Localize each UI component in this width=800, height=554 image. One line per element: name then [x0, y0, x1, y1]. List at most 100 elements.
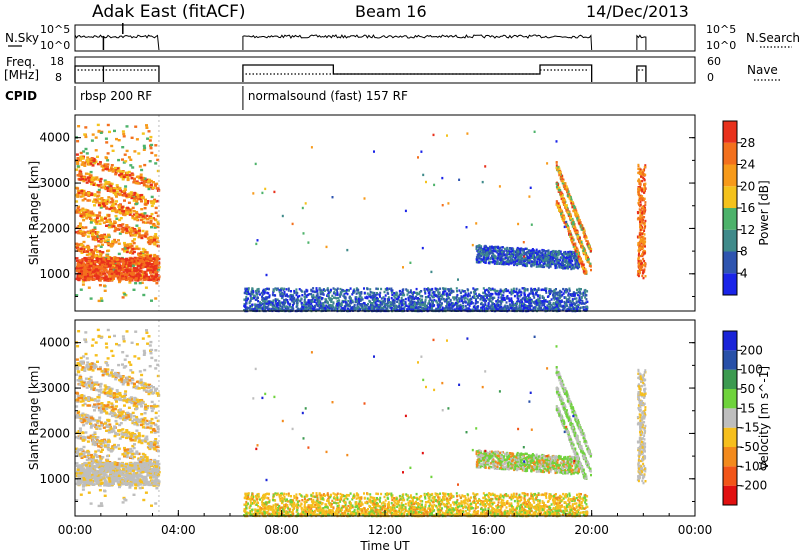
power-cell	[487, 291, 490, 294]
power-cell	[556, 292, 559, 296]
power-cell	[155, 237, 159, 240]
freq-panel: Freq. [MHz] 18 8 60 0 Nave	[4, 55, 780, 84]
power-cell	[274, 306, 277, 309]
power-cell	[107, 257, 111, 260]
power-cell	[348, 303, 351, 306]
power-cell	[537, 288, 540, 291]
power-cell	[339, 295, 342, 298]
power-cell	[138, 234, 142, 237]
power-cell	[450, 287, 453, 291]
power-cell	[530, 292, 533, 295]
power-cell	[106, 242, 110, 245]
power-cell	[156, 220, 160, 224]
power-cell	[122, 135, 126, 138]
power-cell	[496, 308, 499, 311]
power-cell	[546, 295, 549, 298]
power-cell	[79, 273, 83, 276]
power-cell	[427, 302, 430, 305]
power-cell	[105, 224, 108, 227]
power-cell	[83, 162, 87, 165]
power-cell	[481, 308, 484, 311]
power-cell	[446, 306, 449, 310]
power-cell	[471, 302, 474, 305]
power-cell	[143, 216, 147, 219]
power-cell	[573, 294, 576, 297]
power-cell	[295, 305, 298, 308]
power-cell	[513, 294, 516, 298]
power-cell	[110, 197, 114, 200]
power-cell	[118, 218, 122, 222]
power-cell	[391, 293, 394, 297]
power-cell	[108, 275, 112, 278]
power-cell	[475, 307, 478, 310]
power-cell	[401, 294, 404, 297]
power-cell	[90, 157, 94, 160]
power-cell	[422, 303, 425, 306]
power-cell	[476, 309, 479, 312]
power-cell	[116, 228, 120, 231]
power-cell	[442, 297, 445, 301]
power-cell	[271, 306, 274, 309]
power-cell	[460, 304, 463, 308]
power-cell	[392, 298, 395, 301]
power-cell	[127, 210, 131, 213]
power-cell	[332, 301, 335, 304]
power-cell	[330, 298, 333, 301]
power-cell	[97, 129, 101, 133]
power-cell	[374, 305, 377, 309]
power-cell	[251, 293, 254, 296]
power-cell	[408, 294, 411, 298]
power-cell	[349, 287, 352, 290]
power-cell	[314, 296, 317, 299]
power-cell	[77, 269, 81, 272]
power-cell	[476, 301, 479, 304]
power-cell	[560, 299, 563, 302]
power-cell	[92, 213, 96, 217]
power-cell	[143, 163, 147, 167]
power-cell	[335, 303, 338, 306]
power-cell	[311, 296, 314, 300]
power-cell	[86, 160, 90, 164]
power-cell	[113, 129, 116, 133]
power-cell	[145, 218, 149, 221]
power-cell	[510, 301, 513, 304]
power-cell	[137, 273, 140, 276]
power-cell	[110, 144, 114, 148]
power-cell	[427, 295, 430, 298]
power-cell	[488, 293, 491, 297]
power-cell	[133, 228, 137, 231]
power-cell	[511, 291, 514, 295]
power-cell	[345, 303, 348, 306]
power-cell	[113, 187, 116, 190]
power-cell	[245, 307, 248, 310]
power-cell	[97, 178, 101, 181]
power-cell	[125, 259, 129, 262]
power-cell	[97, 194, 101, 197]
power-cell	[110, 259, 114, 262]
power-cell	[82, 263, 86, 267]
power-cell	[89, 162, 93, 165]
power-cell	[417, 302, 420, 306]
power-cell	[107, 214, 111, 218]
power-cell	[105, 270, 109, 273]
power-cell	[282, 294, 285, 297]
power-cell	[581, 292, 584, 295]
power-cell	[130, 230, 133, 233]
power-cell	[77, 243, 80, 246]
power-cell	[152, 266, 155, 270]
power-cell	[95, 176, 99, 179]
power-cell	[307, 308, 310, 312]
power-cell	[371, 306, 373, 309]
power-cell	[154, 162, 158, 165]
power-cell	[308, 293, 311, 296]
power-cell	[116, 267, 120, 270]
power-cell	[266, 291, 269, 295]
power-cell	[530, 287, 533, 290]
power-cell	[562, 292, 565, 295]
power-cell	[486, 307, 489, 310]
power-cell	[366, 292, 369, 295]
power-cell	[292, 301, 295, 304]
power-cell	[408, 302, 411, 306]
freq-traces	[74, 64, 647, 82]
power-cell	[546, 300, 549, 303]
